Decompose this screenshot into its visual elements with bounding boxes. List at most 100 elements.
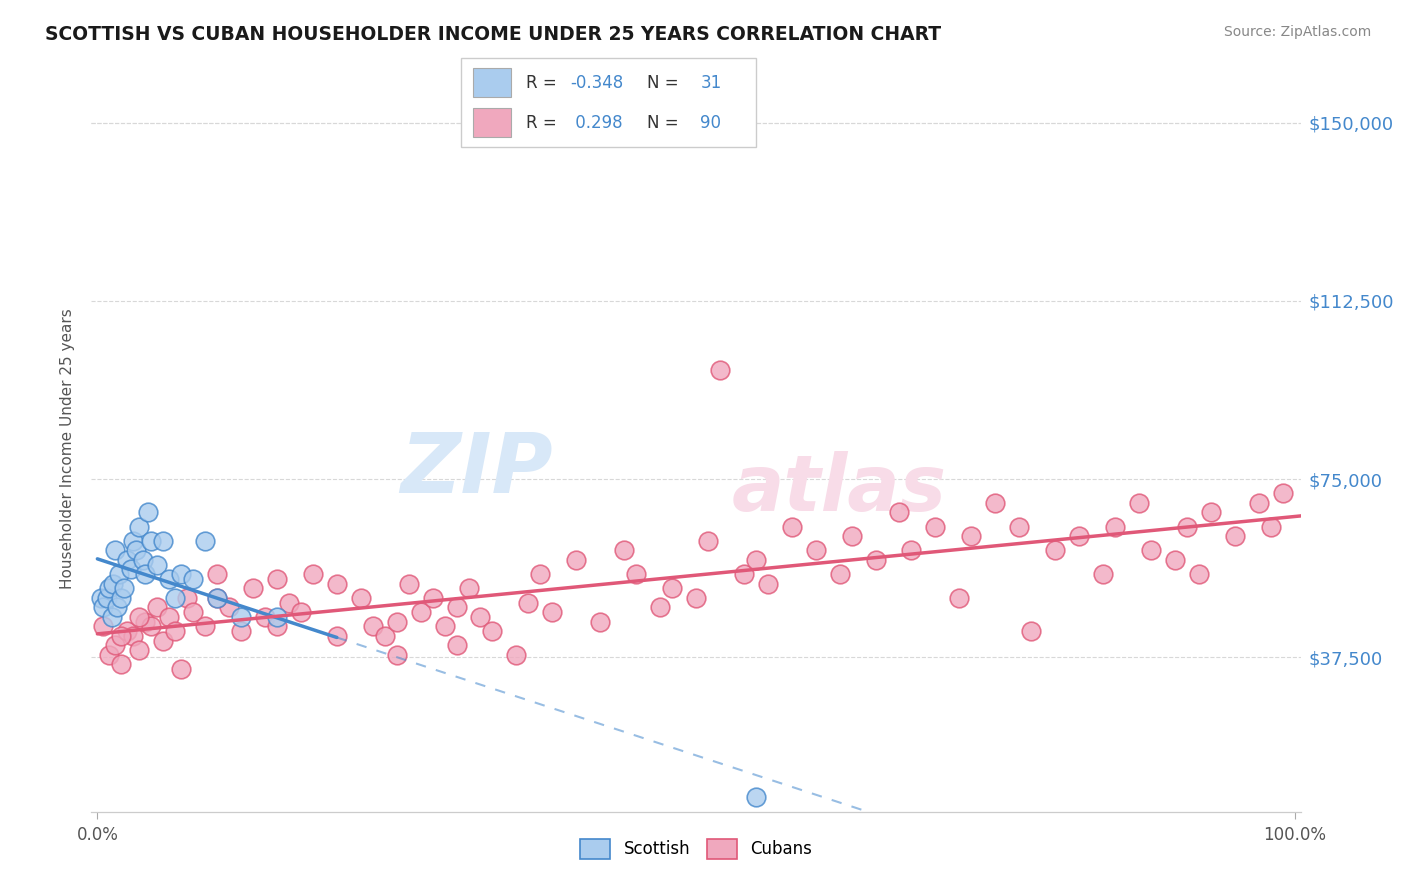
Point	[152, 533, 174, 548]
Point	[98, 582, 121, 596]
Point	[136, 505, 159, 519]
Point	[242, 582, 264, 596]
Point	[948, 591, 970, 605]
Point	[104, 543, 127, 558]
Point	[165, 591, 187, 605]
Point	[146, 600, 169, 615]
Point	[398, 576, 420, 591]
Text: N =: N =	[647, 114, 685, 132]
Point	[120, 562, 142, 576]
Point	[170, 662, 193, 676]
Point	[253, 610, 276, 624]
Point	[117, 624, 139, 639]
Text: N =: N =	[647, 74, 685, 92]
Point	[624, 567, 647, 582]
Point	[277, 596, 299, 610]
Point	[661, 582, 683, 596]
Point	[613, 543, 636, 558]
Point	[122, 533, 145, 548]
Point	[194, 619, 217, 633]
Point	[141, 619, 163, 633]
Point	[101, 576, 124, 591]
Point	[481, 624, 503, 639]
Point	[125, 543, 148, 558]
Point	[1043, 543, 1066, 558]
Point	[205, 591, 228, 605]
Point	[565, 553, 588, 567]
Text: atlas: atlas	[733, 450, 948, 526]
Text: R =: R =	[526, 74, 562, 92]
Point	[205, 591, 228, 605]
Text: 90: 90	[700, 114, 721, 132]
Point	[110, 591, 132, 605]
Point	[1260, 519, 1282, 533]
Point	[266, 619, 288, 633]
Point	[446, 639, 468, 653]
Point	[1067, 529, 1090, 543]
Point	[326, 576, 349, 591]
Point	[218, 600, 240, 615]
Point	[1175, 519, 1198, 533]
Point	[960, 529, 983, 543]
Point	[194, 533, 217, 548]
Point	[302, 567, 325, 582]
Point	[96, 591, 118, 605]
Point	[170, 567, 193, 582]
Point	[1019, 624, 1042, 639]
Point	[165, 624, 187, 639]
Text: R =: R =	[526, 114, 562, 132]
Point	[1247, 496, 1270, 510]
Bar	[472, 108, 512, 137]
Point	[128, 643, 150, 657]
Point	[780, 519, 803, 533]
Point	[865, 553, 887, 567]
Text: SCOTTISH VS CUBAN HOUSEHOLDER INCOME UNDER 25 YEARS CORRELATION CHART: SCOTTISH VS CUBAN HOUSEHOLDER INCOME UND…	[45, 25, 941, 44]
Point	[157, 610, 180, 624]
Point	[266, 572, 288, 586]
Point	[1164, 553, 1187, 567]
Point	[117, 553, 139, 567]
Point	[517, 596, 540, 610]
Point	[266, 610, 288, 624]
Y-axis label: Householder Income Under 25 years: Householder Income Under 25 years	[60, 308, 76, 589]
Point	[100, 610, 122, 624]
Text: ZIP: ZIP	[399, 429, 553, 510]
Text: 31: 31	[700, 74, 721, 92]
Point	[1140, 543, 1163, 558]
Point	[984, 496, 1007, 510]
Point	[385, 615, 408, 629]
Point	[152, 633, 174, 648]
Point	[648, 600, 671, 615]
Point	[110, 657, 132, 672]
Point	[108, 567, 131, 582]
Point	[157, 572, 180, 586]
Point	[541, 605, 564, 619]
Point	[112, 582, 135, 596]
Point	[1223, 529, 1246, 543]
Point	[505, 648, 527, 662]
Point	[745, 790, 768, 805]
Point	[589, 615, 612, 629]
Point	[433, 619, 456, 633]
Point	[745, 553, 768, 567]
Point	[446, 600, 468, 615]
Point	[326, 629, 349, 643]
Point	[134, 567, 156, 582]
Bar	[472, 68, 512, 97]
Point	[128, 610, 150, 624]
Point	[176, 591, 198, 605]
Point	[804, 543, 827, 558]
Legend: Scottish, Cubans: Scottish, Cubans	[574, 832, 818, 865]
Point	[685, 591, 707, 605]
Point	[110, 629, 132, 643]
Point	[1092, 567, 1115, 582]
Point	[181, 572, 204, 586]
Point	[924, 519, 946, 533]
Point	[385, 648, 408, 662]
Point	[229, 610, 252, 624]
Point	[146, 558, 169, 572]
Point	[93, 619, 115, 633]
Point	[361, 619, 384, 633]
Point	[205, 567, 228, 582]
Point	[1008, 519, 1031, 533]
